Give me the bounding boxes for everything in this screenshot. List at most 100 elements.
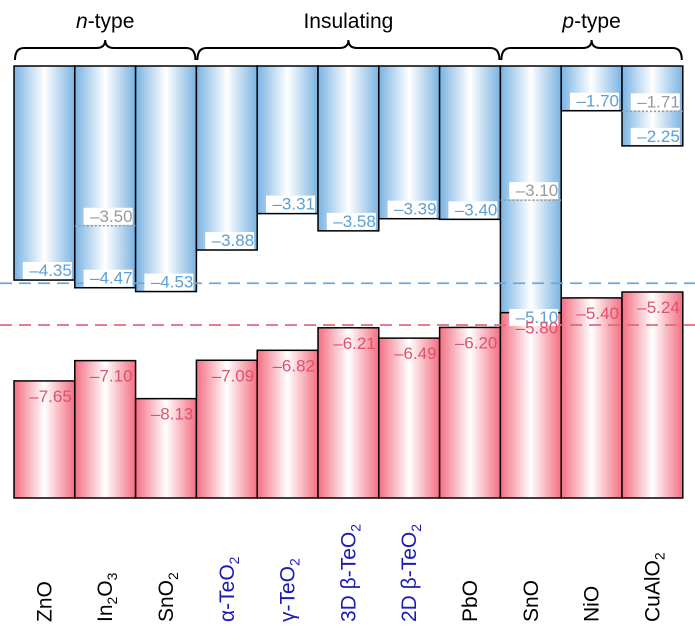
category-label-part: CuAlO — [641, 560, 664, 622]
vbm-bar-pbo — [438, 326, 502, 499]
value-label-background — [509, 308, 559, 326]
category-label-part: PbO — [459, 580, 482, 622]
category-label-part: α-TeO — [216, 564, 239, 622]
vbm-value-label: –7.09 — [212, 366, 255, 385]
cbm-value-label: –4.47 — [90, 269, 133, 288]
cbm-value-label: –5.10 — [516, 308, 559, 327]
group-title-text: Insulating — [303, 10, 393, 33]
vbm-value-label: –5.24 — [637, 298, 680, 317]
category-label-part: O — [94, 580, 117, 596]
cbm-value-label: –4.53 — [151, 273, 194, 292]
value-label-background — [448, 201, 498, 219]
category-label-part: In — [94, 604, 117, 622]
group-brace — [14, 39, 197, 61]
category-label-part: 2 — [287, 558, 303, 566]
vbm-bar-sno2 — [134, 397, 198, 499]
category-label-part: 2D β-TeO — [398, 532, 421, 622]
group-title-text: -type — [88, 10, 135, 33]
cbm-value-label: –1.70 — [576, 92, 619, 111]
value-label-background — [83, 269, 133, 287]
category-label: 2D β-TeO2 — [398, 524, 424, 622]
vbm-bar-zno — [13, 380, 76, 499]
vbm-value-label: –6.82 — [272, 356, 315, 375]
value-label-background — [387, 200, 437, 218]
vbm-value-label: –7.10 — [90, 367, 133, 386]
cbm-bar-3d-teo2 — [317, 65, 380, 232]
cbm-value-label: –3.88 — [212, 231, 255, 250]
value-label-background — [266, 195, 315, 213]
category-label-part: 2 — [104, 596, 120, 604]
vbm-value-label: –5.80 — [516, 319, 559, 338]
vbm-value-label: –7.65 — [29, 387, 72, 406]
category-label: ZnO — [33, 581, 56, 622]
value-label-background — [144, 273, 194, 291]
cbm-bar-teo2 — [256, 65, 319, 215]
vbm-value-label: –8.13 — [151, 405, 194, 424]
cbm-value-label: –3.31 — [272, 195, 315, 214]
group-title: Insulating — [303, 10, 393, 33]
category-label-part: 2 — [226, 556, 242, 564]
vbm-bar-3d-teo2 — [317, 327, 380, 499]
cbm-bar-pbo — [438, 65, 502, 221]
cbm-bar-teo2 — [195, 65, 258, 251]
category-label: SnO — [520, 580, 543, 622]
category-label-part: 2 — [408, 524, 424, 532]
group-title: n-type — [76, 10, 134, 33]
value-label-background — [205, 232, 255, 250]
group-title-italic: p — [561, 10, 574, 33]
cbm-value-label: –3.40 — [455, 200, 498, 219]
secondary-level-label: –3.10 — [516, 181, 559, 200]
category-label: CuAlO2 — [641, 552, 667, 622]
category-label: NiO — [581, 586, 604, 622]
group-brace — [500, 39, 683, 61]
category-label: 3D β-TeO2 — [337, 524, 363, 622]
category-label-part: 2 — [651, 552, 667, 560]
cbm-value-label: –3.39 — [394, 200, 437, 219]
vbm-bar-in2o3 — [74, 359, 137, 499]
cbm-bar-2d-teo2 — [378, 65, 441, 220]
vbm-bar-teo2 — [256, 349, 319, 499]
value-label-background — [326, 212, 376, 230]
group-title-italic: n — [76, 10, 88, 33]
value-label-background — [83, 207, 133, 225]
category-label-part: NiO — [581, 586, 604, 622]
category-label: PbO — [459, 580, 482, 622]
group-title-text: -type — [574, 10, 621, 33]
category-label: SnO2 — [155, 572, 181, 622]
group-title: p-type — [561, 10, 620, 33]
cbm-value-label: –4.35 — [29, 261, 72, 280]
vbm-bar-2d-teo2 — [378, 337, 441, 499]
secondary-level-label: –3.50 — [90, 207, 133, 226]
category-label-part: SnO — [155, 580, 178, 622]
cbm-value-label: –3.58 — [333, 212, 376, 231]
category-label-part: γ-TeO — [277, 566, 300, 622]
category-label: α-TeO2 — [216, 556, 242, 622]
value-label-background — [22, 262, 72, 280]
cbm-value-label: –2.25 — [637, 127, 680, 146]
vbm-bar-cualo2 — [621, 291, 684, 499]
category-label: In2O3 — [94, 572, 120, 622]
value-label-background — [509, 182, 559, 200]
category-label-part: SnO — [520, 580, 543, 622]
vbm-bar-sno — [499, 311, 562, 499]
vbm-bar-nio — [560, 297, 623, 499]
cbm-bar-zno — [13, 65, 76, 281]
category-label-part: 3 — [104, 572, 120, 580]
value-label-background — [630, 127, 680, 145]
vbm-value-label: –6.49 — [394, 344, 437, 363]
category-label-part: 3D β-TeO — [337, 532, 360, 622]
cbm-bar-in2o3 — [74, 65, 137, 289]
vbm-value-label: –6.21 — [333, 334, 376, 353]
secondary-level-label: –1.71 — [637, 92, 680, 111]
vbm-value-label: –6.20 — [455, 333, 498, 352]
value-label-background — [570, 92, 619, 110]
category-label-part: 2 — [165, 572, 181, 580]
value-label-background — [630, 93, 680, 111]
cbm-bar-sno2 — [134, 65, 198, 293]
category-label-part: 2 — [347, 524, 363, 532]
vbm-value-label: –5.40 — [576, 304, 619, 323]
category-label: γ-TeO2 — [277, 558, 303, 622]
category-label-part: ZnO — [33, 581, 56, 622]
group-brace — [196, 39, 501, 61]
